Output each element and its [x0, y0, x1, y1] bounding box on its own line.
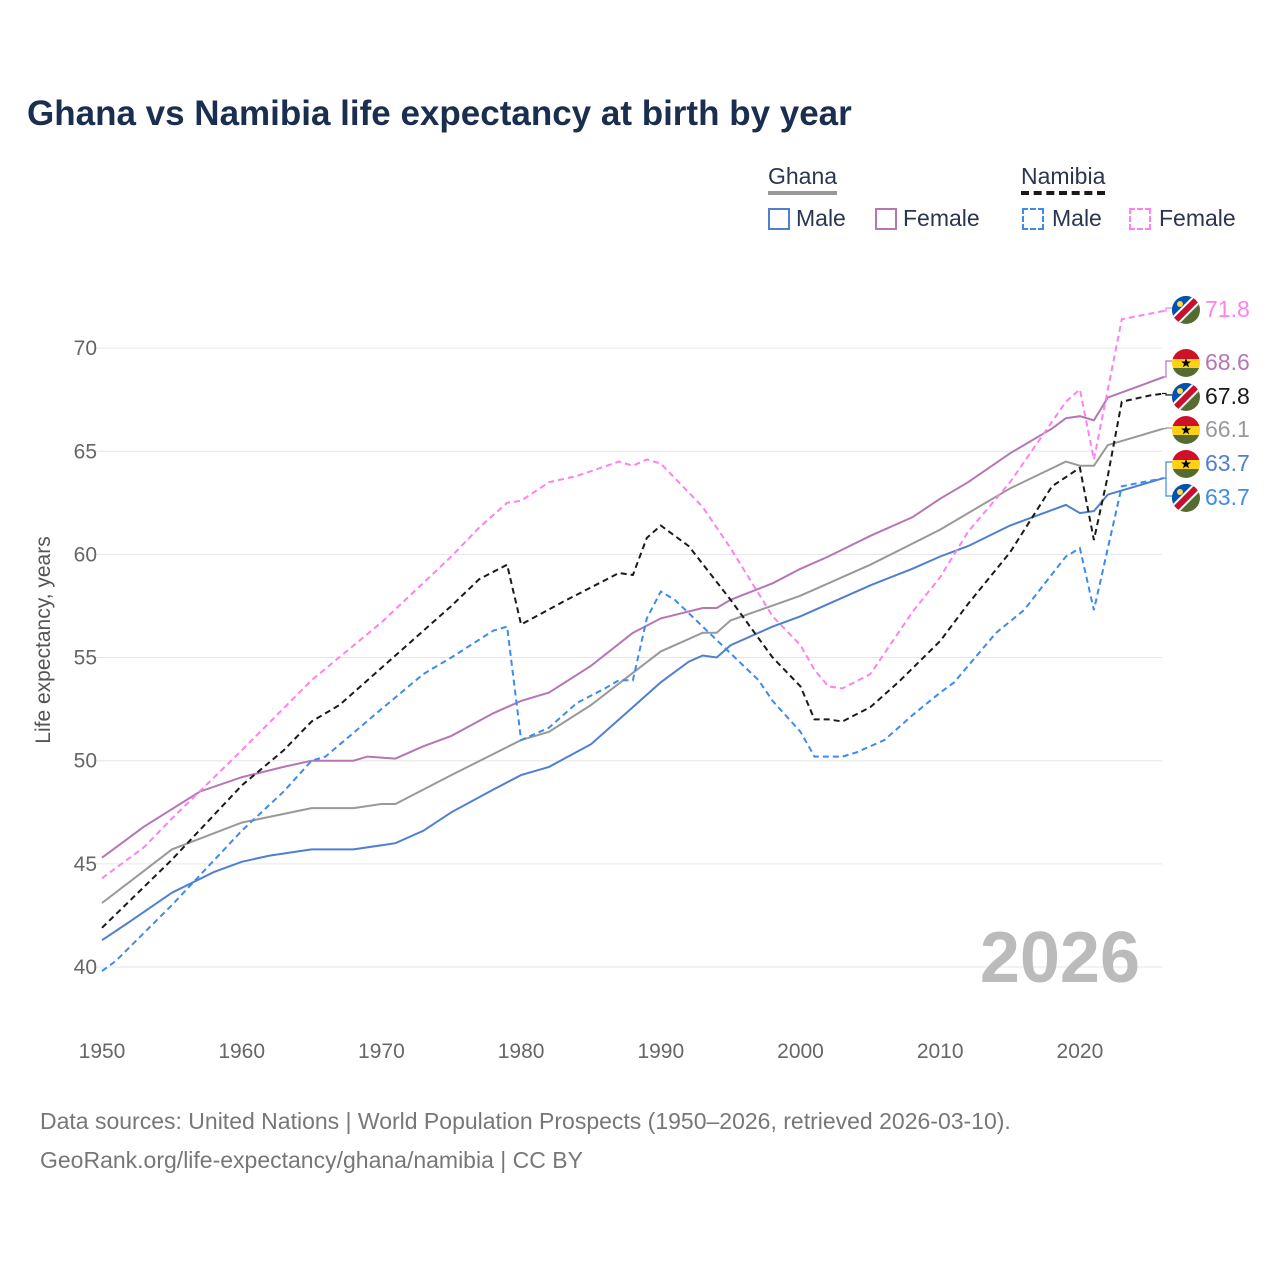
legend-label: Female	[903, 205, 980, 231]
legend-ghana-female: Female	[875, 205, 980, 232]
legend-label: Male	[796, 205, 846, 231]
source-line-2: GeoRank.org/life-expectancy/ghana/namibi…	[40, 1147, 583, 1173]
y-tick-label: 40	[74, 956, 97, 979]
y-tick-label: 45	[74, 853, 97, 876]
legend-ghana-male: Male	[768, 205, 846, 232]
y-tick-label: 55	[74, 647, 97, 670]
legend-label: Female	[1159, 205, 1236, 231]
legend-swatch	[1129, 207, 1151, 230]
legend-ghana-header: Ghana	[768, 163, 838, 195]
legend-namibia-male: Male	[1022, 205, 1102, 232]
ghana-flag-icon	[1172, 450, 1200, 478]
namibia-flag-icon	[1172, 296, 1200, 324]
series-line-ghana	[101, 427, 1164, 904]
x-tick-label: 2010	[917, 1040, 964, 1063]
y-tick-label: 60	[74, 543, 97, 566]
legend-label: Male	[1052, 205, 1102, 231]
chart-title: Ghana vs Namibia life expectancy at birt…	[27, 94, 852, 133]
ghana-flag-icon	[1172, 416, 1200, 444]
legend-namibia-female: Female	[1129, 205, 1236, 232]
year-watermark: 2026	[980, 918, 1140, 998]
x-tick-label: 1970	[358, 1040, 405, 1063]
end-label-connector	[1162, 360, 1172, 378]
ghana-flag-icon	[1172, 349, 1200, 377]
series-line-ghana-male	[101, 477, 1164, 942]
legend-swatch	[768, 207, 790, 230]
y-tick-label: 65	[74, 440, 97, 463]
x-tick-label: 1980	[498, 1040, 545, 1063]
namibia-flag-icon	[1172, 484, 1200, 512]
namibia-flag-icon	[1172, 383, 1200, 411]
legend-namibia-header: Namibia	[1021, 163, 1106, 195]
y-tick-label: 50	[74, 750, 97, 773]
legend-swatch	[1022, 207, 1044, 230]
end-value-label: 68.6	[1205, 349, 1250, 375]
end-label-connector	[1162, 477, 1172, 497]
end-value-label: 63.7	[1205, 450, 1250, 476]
series-line-ghana-female	[101, 376, 1165, 859]
y-tick-label: 70	[74, 337, 97, 360]
end-label-connector	[1162, 307, 1172, 312]
x-tick-label: 2020	[1057, 1040, 1104, 1063]
series-line-namibia	[101, 392, 1164, 929]
end-value-label: 71.8	[1205, 296, 1250, 322]
x-tick-label: 1990	[637, 1040, 684, 1063]
x-tick-label: 2000	[777, 1040, 824, 1063]
end-value-label: 66.1	[1205, 416, 1250, 442]
end-value-label: 63.7	[1205, 484, 1250, 510]
end-label-connector	[1162, 427, 1172, 430]
legend-swatch	[875, 207, 897, 230]
source-line-1: Data sources: United Nations | World Pop…	[40, 1108, 1011, 1134]
end-label-connector	[1162, 392, 1172, 396]
y-axis-label: Life expectancy, years	[32, 536, 55, 743]
series-line-namibia-male	[101, 477, 1164, 972]
x-tick-label: 1960	[218, 1040, 265, 1063]
series-line-namibia-female	[101, 310, 1164, 880]
end-label-connector	[1162, 461, 1172, 479]
end-value-label: 67.8	[1205, 383, 1250, 409]
x-tick-label: 1950	[79, 1040, 126, 1063]
